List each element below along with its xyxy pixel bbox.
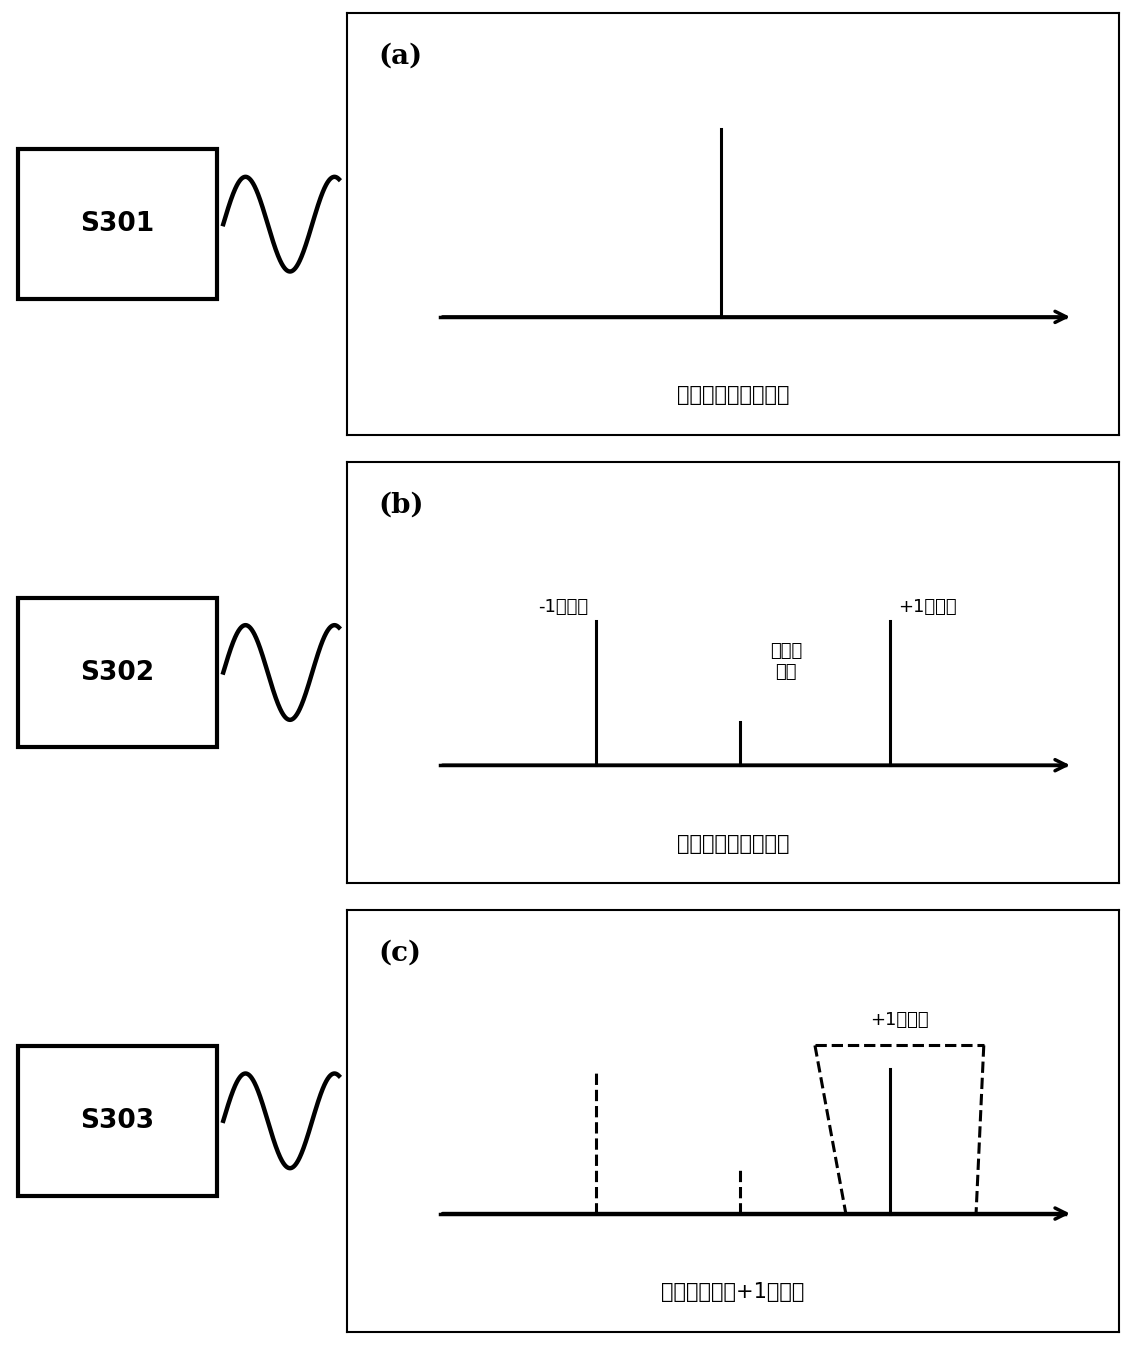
Text: +1阶边带: +1阶边带 [870,1010,929,1029]
Bar [18,149,216,299]
Text: (c): (c) [378,940,421,967]
Bar [18,1046,216,1196]
Text: 载波抑制调制后光谱: 载波抑制调制后光谱 [677,834,789,854]
Text: (a): (a) [378,43,423,70]
Text: +1阶边带: +1阶边带 [898,599,957,616]
Text: 初始单波长直流激光: 初始单波长直流激光 [677,386,789,405]
Text: 残余直
流光: 残余直 流光 [770,643,802,681]
Bar [18,597,216,748]
Text: 光滤波后保留+1阶边带: 光滤波后保留+1阶边带 [662,1282,805,1302]
Text: S302: S302 [80,659,154,686]
Text: -1阶边带: -1阶边带 [539,599,588,616]
Text: S303: S303 [80,1108,154,1134]
Text: (b): (b) [378,491,424,518]
Text: S301: S301 [80,211,154,237]
